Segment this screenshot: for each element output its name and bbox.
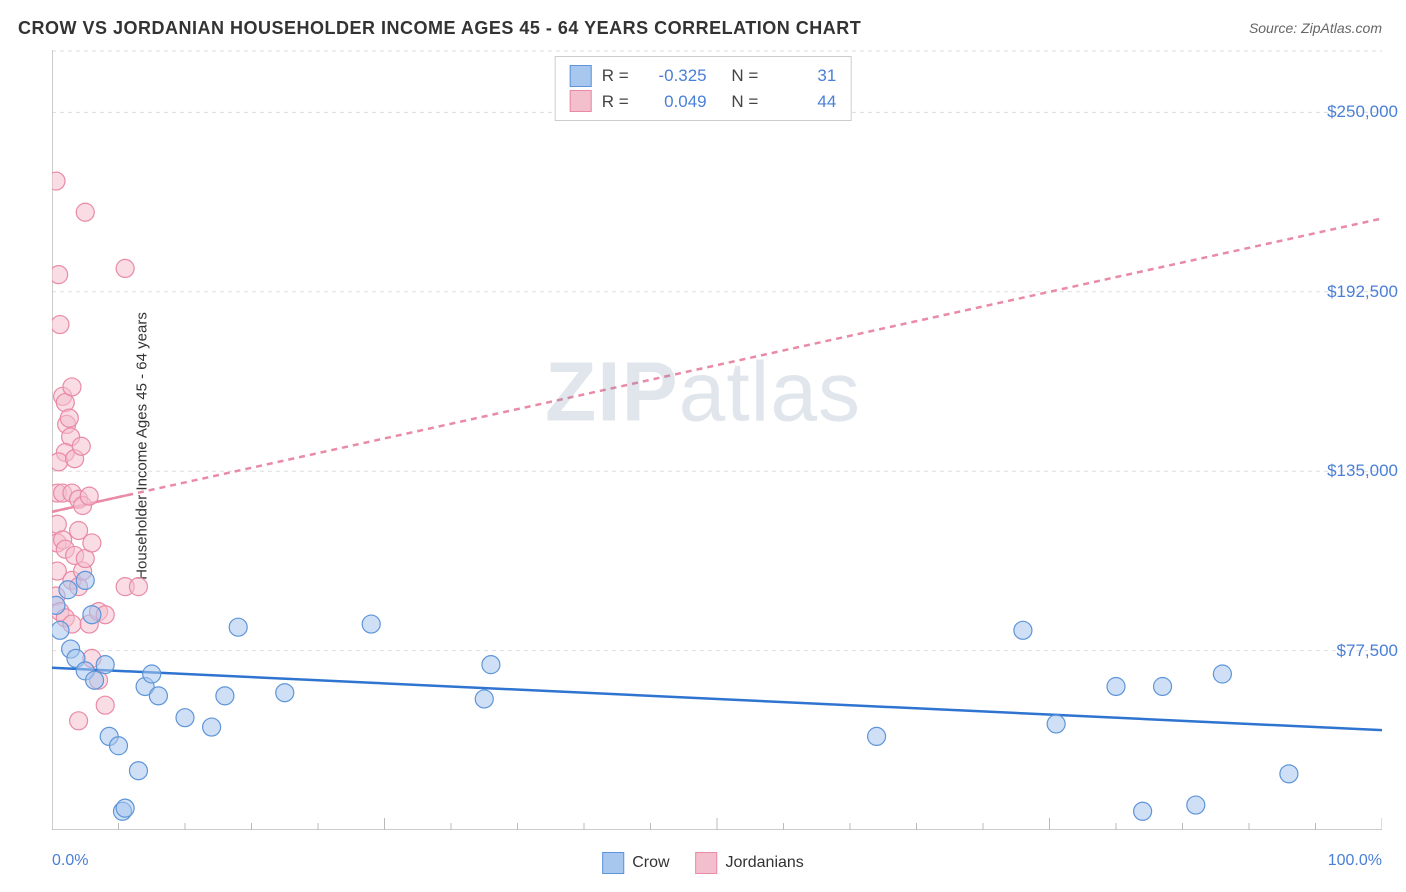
n-label: N = xyxy=(731,63,758,89)
x-axis-labels: 0.0% 100.0% xyxy=(52,852,1382,870)
r-value-jordanians: 0.049 xyxy=(639,89,707,115)
y-tick-label: $77,500 xyxy=(1337,641,1398,661)
n-value-crow: 31 xyxy=(768,63,836,89)
legend-row-jordanians: R = 0.049 N = 44 xyxy=(570,89,837,115)
x-tick-max: 100.0% xyxy=(1328,852,1382,870)
source-label: Source: ZipAtlas.com xyxy=(1249,20,1382,36)
r-value-crow: -0.325 xyxy=(639,63,707,89)
r-label: R = xyxy=(602,89,629,115)
n-label: N = xyxy=(731,89,758,115)
scatter-plot xyxy=(52,50,1382,830)
y-tick-label: $192,500 xyxy=(1327,282,1398,302)
correlation-legend: R = -0.325 N = 31 R = 0.049 N = 44 xyxy=(555,56,852,121)
x-tick-min: 0.0% xyxy=(52,852,88,870)
legend-swatch-crow xyxy=(570,65,592,87)
r-label: R = xyxy=(602,63,629,89)
y-tick-label: $250,000 xyxy=(1327,102,1398,122)
legend-swatch-jordanians xyxy=(570,90,592,112)
legend-row-crow: R = -0.325 N = 31 xyxy=(570,63,837,89)
chart-title: CROW VS JORDANIAN HOUSEHOLDER INCOME AGE… xyxy=(18,18,861,39)
y-tick-label: $135,000 xyxy=(1327,461,1398,481)
n-value-jordanians: 44 xyxy=(768,89,836,115)
